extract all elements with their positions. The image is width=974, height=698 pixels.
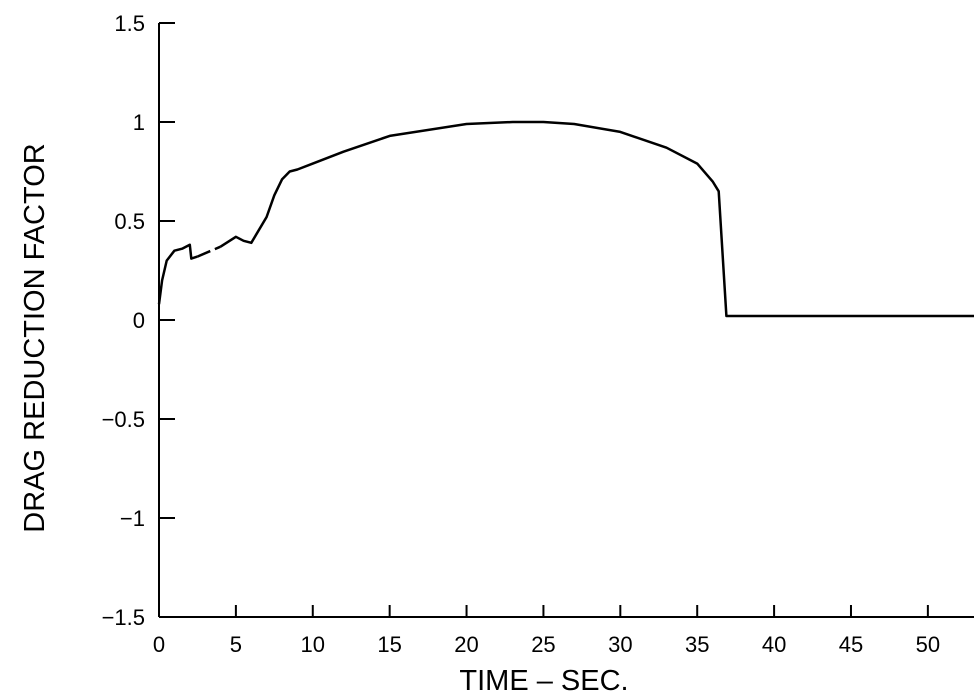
x-tick-label: 20 — [454, 632, 478, 657]
x-tick-label: 10 — [301, 632, 325, 657]
x-tick-label: 45 — [839, 632, 863, 657]
series-line — [157, 120, 974, 318]
y-tick-label: −0.5 — [102, 407, 145, 432]
x-tick-label: 15 — [377, 632, 401, 657]
y-tick-label: 1.5 — [114, 11, 145, 36]
y-axis-title: DRAG REDUCTION FACTOR — [19, 143, 51, 532]
x-tick-label: 40 — [762, 632, 786, 657]
y-tick-label: 1 — [133, 110, 145, 135]
x-tick-label: 35 — [685, 632, 709, 657]
series-line-segment — [157, 243, 198, 305]
series-line-dashed-segment — [196, 245, 221, 258]
x-tick-label: 25 — [531, 632, 555, 657]
y-tick-label: −1.5 — [102, 605, 145, 630]
y-tick-label: −1 — [120, 506, 145, 531]
x-tick-label: 30 — [608, 632, 632, 657]
x-tick-label: 0 — [153, 632, 165, 657]
x-tick-label: 50 — [916, 632, 940, 657]
axes — [158, 23, 974, 618]
x-tick-label: 5 — [230, 632, 242, 657]
series-line-segment — [219, 120, 974, 318]
x-axis-title: TIME – SEC. — [459, 665, 628, 697]
x-tick-labels: 0 5 10 15 20 25 30 35 40 45 50 — [153, 632, 940, 657]
tick-marks — [158, 22, 929, 618]
y-tick-label: 0 — [133, 308, 145, 333]
y-tick-label: 0.5 — [114, 209, 145, 234]
y-tick-labels: 1.5 1 0.5 0 −0.5 −1 −1.5 — [102, 11, 145, 630]
